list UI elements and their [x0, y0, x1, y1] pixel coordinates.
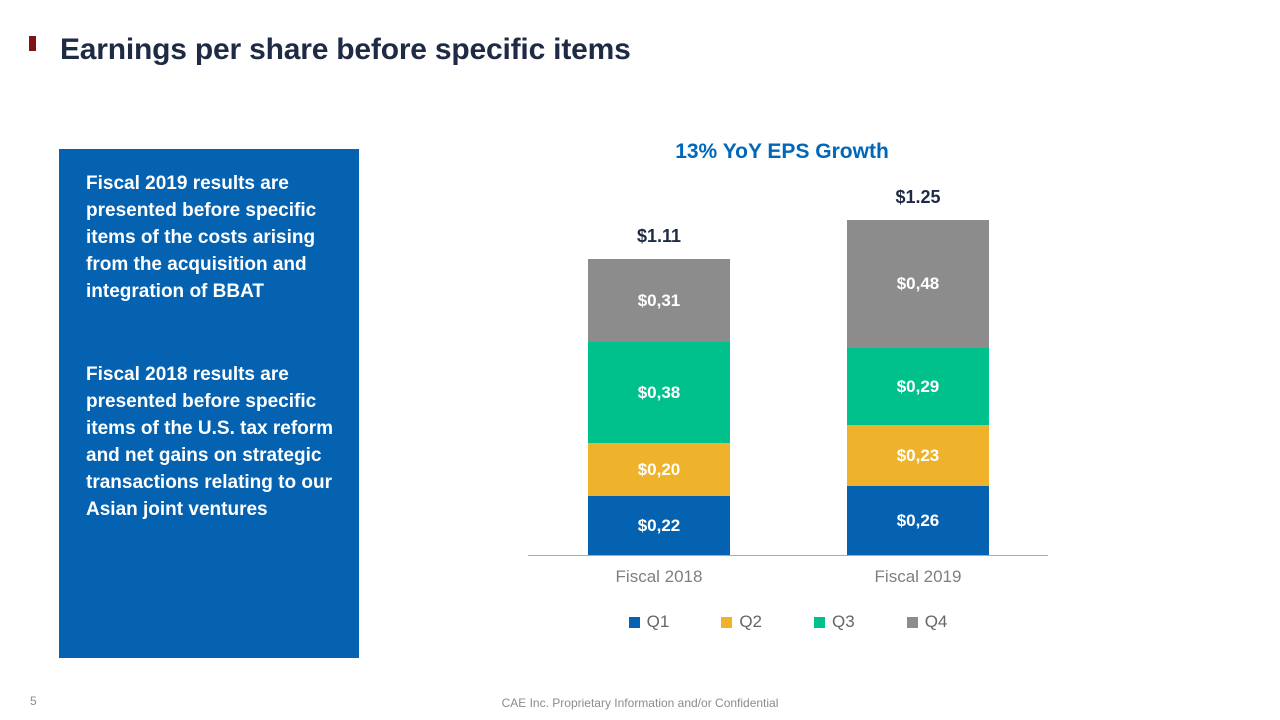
- segment-value-label: $0,29: [896, 376, 940, 396]
- legend-label: Q2: [739, 612, 762, 631]
- legend-label: Q1: [646, 612, 670, 631]
- segment-value-label: $0,31: [637, 290, 681, 310]
- category-label: Fiscal 2019: [874, 567, 962, 586]
- legend-swatch-q4: [906, 616, 918, 628]
- chart-legend: Q1 Q2 Q3 Q4: [528, 612, 1048, 632]
- legend-swatch-q3: [814, 616, 825, 628]
- legend-swatch-q2: [721, 616, 733, 628]
- bar-fiscal-2018: $0,22 $0,20 $0,38 $0,31 $1.11: [588, 226, 730, 555]
- legend-item-q4: Q4: [906, 612, 948, 632]
- segment-value-label: $0,26: [896, 510, 940, 530]
- legend-swatch-q1: [628, 616, 640, 628]
- bar-segment-q3: $0,29: [847, 348, 989, 425]
- bar-total-label: $1.25: [895, 187, 941, 207]
- bar-segment-q1: $0,22: [588, 496, 730, 555]
- legend-label: Q4: [924, 612, 948, 631]
- segment-value-label: $0,23: [896, 445, 940, 465]
- legend-item-q1: Q1: [628, 612, 670, 632]
- page-title: Earnings per share before specific items: [60, 33, 631, 66]
- bar-fiscal-2019: $0,26 $0,23 $0,29 $0,48 $1.25: [847, 187, 989, 555]
- bar-segment-q3: $0,38: [588, 342, 730, 443]
- callout-paragraph-fiscal-2019: Fiscal 2019 results are presented before…: [86, 173, 317, 302]
- red-accent-tick: [29, 36, 36, 51]
- bar-segment-q2: $0,23: [847, 425, 989, 486]
- segment-value-label: $0,22: [637, 515, 681, 535]
- chart-title: 13% YoY EPS Growth: [675, 140, 889, 163]
- callout-paragraph-fiscal-2018: Fiscal 2018 results are presented before…: [86, 364, 334, 520]
- segment-value-label: $0,20: [637, 459, 681, 479]
- x-axis-line: [528, 555, 1048, 556]
- bar-segment-q4: $0,48: [847, 220, 989, 348]
- bar-segment-q1: $0,26: [847, 486, 989, 555]
- legend-label: Q3: [832, 612, 855, 631]
- callout-box: Fiscal 2019 results are presented before…: [59, 149, 359, 658]
- bar-total-label: $1.11: [636, 226, 682, 246]
- page-number: 5: [30, 694, 37, 708]
- segment-value-label: $0,48: [896, 274, 940, 293]
- legend-item-q3: Q3: [814, 612, 855, 632]
- plot-area: $0,22 $0,20 $0,38 $0,31 $1.11 Fiscal 2018 $0,2…: [528, 170, 1048, 586]
- legend-item-q2: Q2: [721, 612, 762, 632]
- footer-confidential: CAE Inc. Proprietary Information and/or …: [501, 696, 779, 710]
- category-label: Fiscal 2018: [615, 567, 703, 586]
- segment-value-label: $0,38: [637, 382, 681, 402]
- bar-segment-q4: $0,31: [588, 259, 730, 342]
- bar-segment-q2: $0,20: [588, 443, 730, 496]
